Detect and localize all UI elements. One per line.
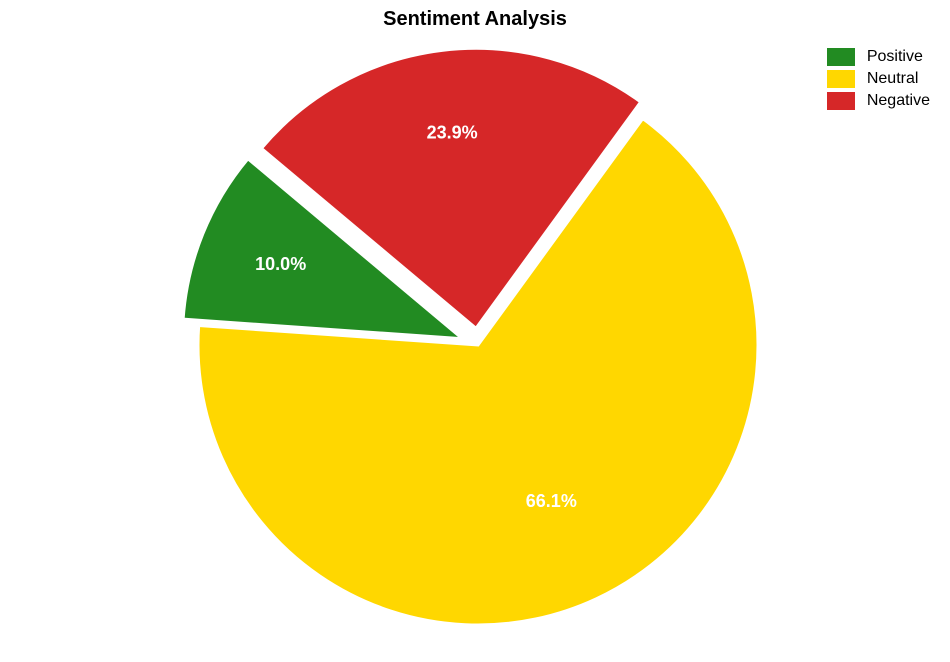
chart-container: Sentiment Analysis 23.9%66.1%10.0% Posit…: [0, 0, 950, 662]
legend-label: Positive: [867, 48, 923, 66]
legend-item: Positive: [827, 48, 930, 66]
slice-label-negative: 23.9%: [427, 123, 478, 143]
legend: Positive Neutral Negative: [827, 48, 930, 114]
legend-swatch: [827, 48, 855, 66]
slice-label-neutral: 66.1%: [526, 491, 577, 511]
legend-item: Neutral: [827, 70, 930, 88]
pie-chart: 23.9% 66.1% 10.0%: [0, 0, 950, 662]
legend-swatch: [827, 70, 855, 88]
legend-label: Negative: [867, 92, 930, 110]
slice-label-positive: 10.0%: [255, 254, 306, 274]
legend-swatch: [827, 92, 855, 110]
legend-item: Negative: [827, 92, 930, 110]
legend-label: Neutral: [867, 70, 919, 88]
